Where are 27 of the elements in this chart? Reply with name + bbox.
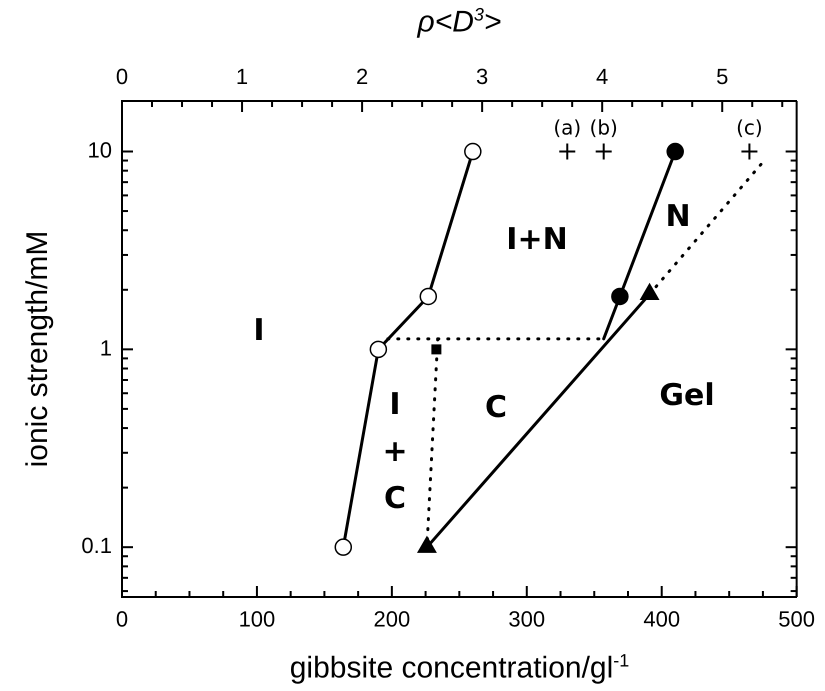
x-tick-label: 200	[374, 606, 410, 632]
x2-tick-label: 3	[476, 64, 488, 89]
annotation: (a)	[553, 116, 582, 140]
x-tick-label: 0	[116, 606, 128, 632]
x-axis-title: gibbsite concentration/gl$^{-1}$	[290, 650, 630, 686]
x2-tick-label: 2	[356, 64, 368, 89]
x2-tick-label: 0	[116, 64, 128, 89]
annotation: I+N	[506, 222, 568, 257]
x2-tick-label: 5	[716, 64, 728, 89]
y-tick-label: 10	[88, 138, 112, 163]
annotation: (c)	[736, 116, 763, 140]
annotation: C	[484, 390, 508, 425]
x-tick-label: 500	[778, 606, 816, 632]
annotation: I + C	[382, 386, 408, 516]
annotation: (b)	[590, 116, 618, 140]
x2-tick-label: 1	[236, 64, 248, 89]
x2-tick-label: 4	[596, 64, 608, 89]
y-tick-label: 1	[100, 335, 112, 360]
annotation: Gel	[659, 378, 715, 413]
x-tick-label: 300	[508, 606, 546, 632]
annotation: I	[253, 312, 265, 348]
x-tick-label: 100	[238, 606, 276, 632]
y-axis-title: ionic strength/mM	[21, 230, 55, 468]
y-tick-label: 0.1	[81, 533, 112, 558]
x2-axis-title: ρ<D$^{3}$>	[418, 4, 502, 40]
annotation: N	[665, 198, 691, 234]
x-tick-label: 400	[643, 606, 680, 632]
